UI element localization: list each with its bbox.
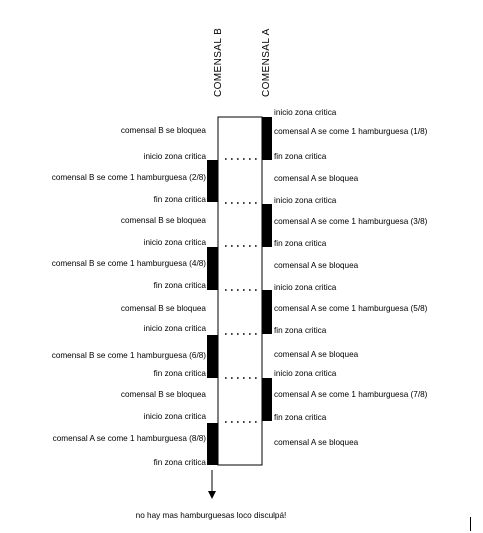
label-left-14: comensal A se come 1 hamburguesa (8/8) [53,434,207,443]
bar-comensal-a-3 [262,378,272,421]
label-right-3: comensal A se bloquea [274,174,359,183]
end-arrow-head [208,491,216,499]
label-left-7: fin zona critica [154,281,207,290]
label-left-1: inicio zona critica [144,152,207,161]
label-left-10: comensal B se come 1 hamburguesa (6/8) [52,351,207,360]
header-comensal-b: COMENSAL B [213,28,224,97]
label-left-15: fin zona critica [154,458,207,467]
label-right-2: fin zona critica [274,152,327,161]
labels-comensal-a: inicio zona critica comensal A se come 1 … [274,108,428,447]
label-left-11: fin zona critica [154,369,207,378]
label-left-12: comensal B se bloquea [121,390,207,399]
bar-comensal-a-1 [262,204,272,247]
label-left-2: comensal B se come 1 hamburguesa (2/8) [52,173,207,182]
label-right-4: inicio zona critica [274,196,337,205]
label-right-13: comensal A se come 1 hamburguesa (7/8) [274,390,428,399]
label-left-5: inicio zona critica [144,238,207,247]
label-right-10: fin zona critica [274,326,327,335]
handoff-dots [225,158,258,423]
label-left-8: comensal B se bloquea [121,304,207,313]
footer-message: no hay mas hamburguesas loco disculpá! [136,511,287,520]
label-right-6: fin zona critica [274,239,327,248]
timeline-frame [217,116,263,466]
bar-comensal-b-3 [207,423,218,465]
text-cursor [470,517,471,531]
label-left-0: comensal B se bloquea [121,126,207,135]
label-right-7: comensal A se bloquea [274,261,359,270]
label-right-14: fin zona critica [274,413,327,422]
label-right-12: inicio zona critica [274,369,337,378]
label-left-9: inicio zona critica [144,324,207,333]
label-left-6: comensal B se come 1 hamburguesa (4/8) [52,259,207,268]
label-right-9: comensal A se come 1 hamburguesa (5/8) [274,304,428,313]
label-right-0: inicio zona critica [274,108,337,117]
bar-comensal-b-2 [207,335,218,378]
bar-comensal-b-1 [207,247,218,290]
bars-comensal-a [262,117,272,421]
label-left-3: fin zona critica [154,195,207,204]
bar-comensal-a-2 [262,290,272,334]
label-right-5: comensal A se come 1 hamburguesa (3/8) [274,217,428,226]
header-comensal-a: COMENSAL A [261,28,272,97]
labels-comensal-b: comensal B se bloquea inicio zona critica… [52,126,207,467]
label-right-15: comensal A se bloquea [274,438,359,447]
label-right-1: comensal A se come 1 hamburguesa (1/8) [274,127,428,136]
bars-comensal-b [207,160,218,465]
label-right-11: comensal A se bloquea [274,350,359,359]
bar-comensal-a-0 [262,117,272,160]
label-right-8: inicio zona critica [274,283,337,292]
bar-comensal-b-0 [207,160,218,202]
label-left-13: inicio zona critica [144,412,207,421]
label-left-4: comensal B se bloquea [121,216,207,225]
